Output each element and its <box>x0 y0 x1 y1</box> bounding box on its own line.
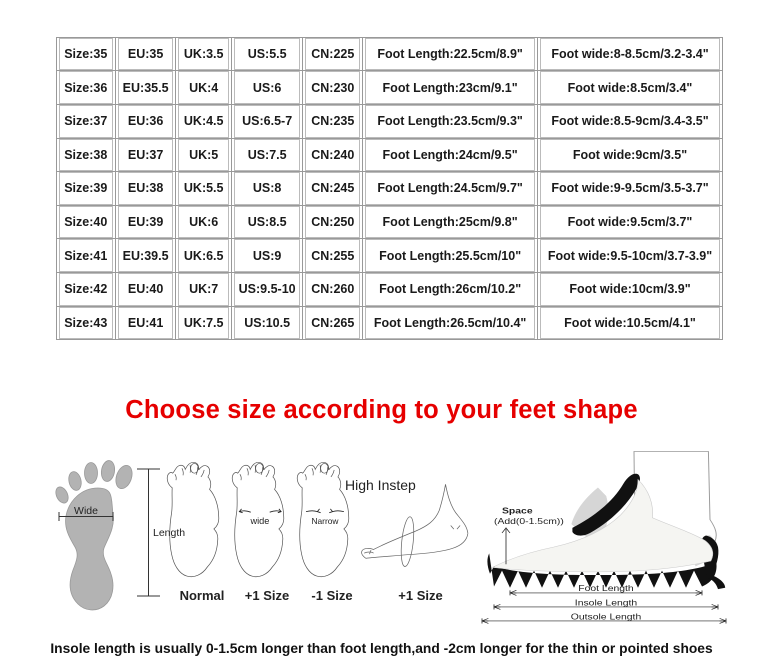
svg-text:Narrow: Narrow <box>311 516 339 526</box>
svg-text:Insole Length: Insole Length <box>575 598 637 608</box>
svg-text:Foot Length: Foot Length <box>578 583 633 593</box>
svg-text:Wide: Wide <box>74 505 98 517</box>
svg-text:Outsole Length: Outsole Length <box>571 612 641 622</box>
svg-text:wide: wide <box>250 516 270 526</box>
svg-text:(Add(0-1.5cm)): (Add(0-1.5cm)) <box>494 516 564 526</box>
svg-text:Space: Space <box>502 505 533 515</box>
